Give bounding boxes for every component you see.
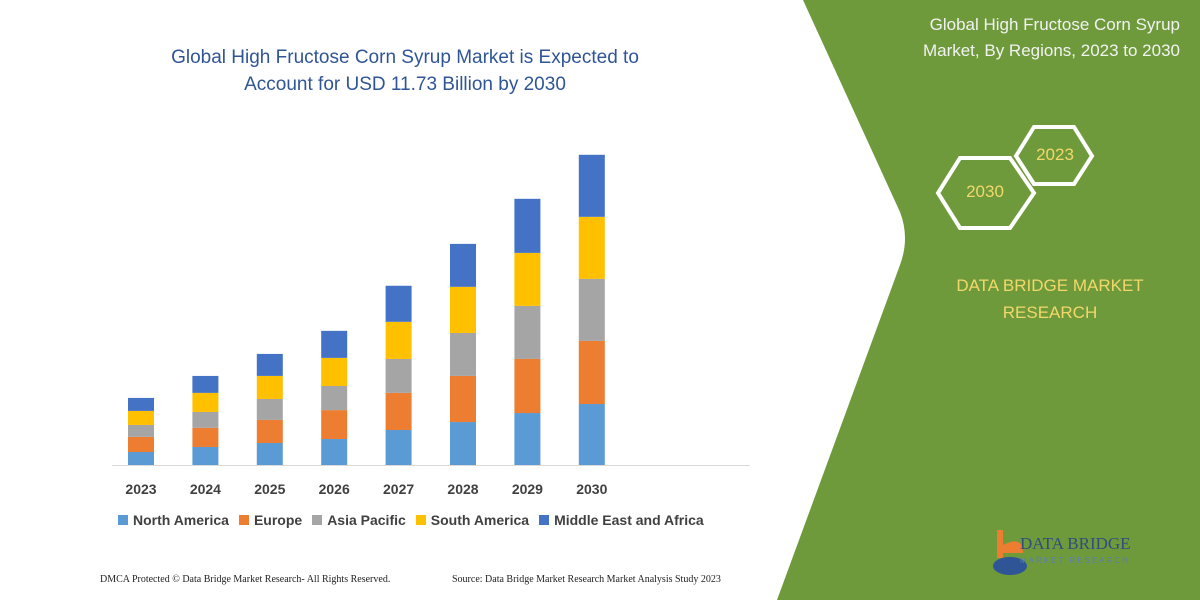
footer-source: Source: Data Bridge Market Research Mark…	[452, 574, 721, 585]
stacked-bar-chart: 2023 2024 2025 2026 2027 2028 2029 2030	[112, 154, 750, 497]
bar-segment-2029-middle-east-and-africa	[514, 198, 541, 253]
legend-label: Asia Pacific	[327, 512, 406, 528]
x-tick-label: 2023	[125, 481, 156, 497]
bar-segment-2030-north-america	[578, 404, 605, 465]
bar-segment-2024-europe	[192, 427, 219, 447]
bar-segment-2028-south-america	[450, 286, 476, 333]
legend-item: South America	[415, 512, 530, 528]
legend-item: Europe	[238, 512, 303, 528]
legend-item: Asia Pacific	[312, 512, 406, 528]
legend-swatch	[118, 515, 128, 525]
bar-segment-2028-middle-east-and-africa	[450, 243, 476, 287]
hexagon-2030	[935, 156, 1037, 230]
chart-title-line-2: Account for USD 11.73 Billion by 2030	[244, 74, 566, 95]
brand-line-2: RESEARCH	[1002, 303, 1098, 322]
bar-segment-2030-europe	[578, 340, 605, 405]
chart-title: Global High Fructose Corn Syrup Market i…	[110, 44, 700, 98]
logo-subtext: MARKET RESEARCH	[1020, 556, 1130, 565]
footer-copyright: DMCA Protected © Data Bridge Market Rese…	[100, 574, 391, 585]
side-title-line-1: Global High Fructose Corn Syrup	[929, 15, 1180, 34]
bar-segment-2024-asia-pacific	[192, 411, 219, 428]
bar-segment-2027-middle-east-and-africa	[385, 285, 412, 322]
legend-swatch	[312, 515, 323, 525]
bar-segment-2026-middle-east-and-africa	[321, 330, 348, 358]
bar-segment-2027-asia-pacific	[385, 358, 412, 393]
logo-icon	[993, 530, 1027, 575]
legend-swatch	[539, 515, 550, 525]
bar-segment-2026-europe	[321, 410, 348, 440]
bar-segment-2025-south-america	[256, 375, 283, 399]
x-tick-label: 2029	[512, 481, 543, 497]
side-title-line-2: Market, By Regions, 2023 to 2030	[922, 41, 1180, 60]
legend-label: North America	[133, 512, 229, 528]
bar-segment-2029-north-america	[514, 413, 541, 465]
bar-segment-2030-asia-pacific	[578, 278, 605, 341]
bar-segment-2029-south-america	[514, 252, 541, 306]
bar-segment-2023-europe	[128, 436, 154, 453]
chart-title-line-1: Global High Fructose Corn Syrup Market i…	[171, 47, 639, 68]
x-tick-label: 2028	[447, 481, 478, 497]
hex-label-2023: 2023	[1036, 145, 1074, 164]
x-tick-label: 2025	[254, 481, 285, 497]
chart-legend: North America Europe Asia Pacific South Ame…	[118, 512, 704, 528]
bar-segment-2027-north-america	[385, 430, 412, 465]
bar-segment-2023-asia-pacific	[128, 424, 154, 437]
bar-segment-2024-middle-east-and-africa	[192, 375, 219, 393]
brand-line-1: DATA BRIDGE MARKET	[956, 276, 1144, 295]
bar-segment-2025-middle-east-and-africa	[256, 353, 283, 376]
bar-segment-2026-asia-pacific	[321, 385, 348, 411]
side-panel-title: Global High Fructose Corn Syrup Market, …	[860, 12, 1180, 64]
bar-segment-2026-south-america	[321, 357, 348, 386]
hex-label-2030: 2030	[966, 182, 1004, 201]
bar-segment-2025-europe	[256, 419, 283, 443]
legend-label: South America	[430, 512, 530, 528]
bar-segment-2025-asia-pacific	[256, 398, 283, 420]
bar-segment-2023-north-america	[128, 452, 154, 465]
bar-segment-2030-middle-east-and-africa	[578, 154, 605, 217]
hexagon-2023	[1013, 125, 1095, 186]
legend-label: Middle East and Africa	[554, 512, 704, 528]
legend-label: Europe	[253, 512, 303, 528]
bar-segment-2025-north-america	[256, 442, 283, 465]
bar-segment-2026-north-america	[321, 439, 348, 465]
bar-segment-2023-south-america	[128, 410, 154, 425]
bar-segment-2029-europe	[514, 358, 541, 414]
bar-segment-2028-europe	[450, 375, 476, 423]
bar-segment-2028-north-america	[450, 422, 476, 465]
x-tick-label: 2027	[383, 481, 414, 497]
bar-segment-2023-middle-east-and-africa	[128, 397, 154, 411]
logo-text: DATA BRIDGE	[1020, 534, 1131, 553]
bar-segment-2024-north-america	[192, 446, 219, 465]
brand-text: DATA BRIDGE MARKET RESEARCH	[920, 272, 1180, 326]
bar-segment-2027-europe	[385, 392, 412, 431]
bar-segment-2028-asia-pacific	[450, 332, 476, 376]
legend-swatch	[238, 515, 249, 525]
bar-segment-2029-asia-pacific	[514, 305, 541, 359]
x-tick-label: 2026	[319, 481, 350, 497]
green-side-panel	[777, 0, 1200, 600]
legend-item: Middle East and Africa	[539, 512, 704, 528]
legend-item: North America	[118, 512, 229, 528]
bar-segment-2024-south-america	[192, 392, 219, 412]
legend-swatch	[415, 515, 426, 525]
x-tick-label: 2030	[576, 481, 607, 497]
bar-segment-2030-south-america	[578, 216, 605, 279]
x-tick-label: 2024	[190, 481, 221, 497]
bar-segment-2027-south-america	[385, 321, 412, 359]
